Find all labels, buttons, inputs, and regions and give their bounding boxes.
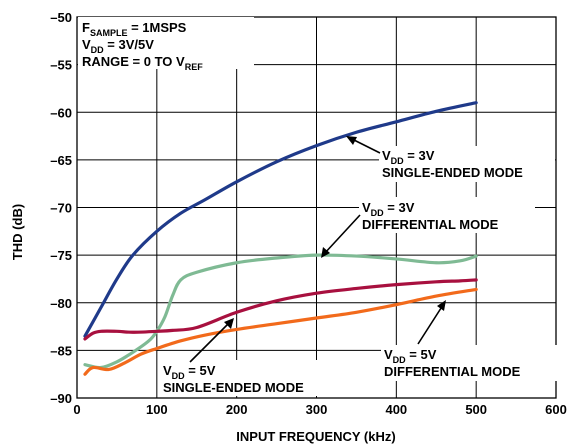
y-tick-label: –60 — [50, 105, 72, 120]
x-tick-label: 400 — [385, 402, 407, 417]
y-tick-label: –70 — [50, 201, 72, 216]
annotation-3-arrowhead — [224, 318, 234, 329]
annotation-2-arrowhead — [321, 247, 330, 258]
y-tick-label: –80 — [50, 296, 72, 311]
annotation-2-arrow — [323, 214, 361, 255]
series-line-3 — [83, 278, 478, 341]
info-box-bg — [78, 17, 254, 69]
annotation-2-bg — [359, 197, 535, 233]
annotation-2-line-2: DIFFERENTIAL MODE — [362, 217, 499, 232]
annotation-4-bg — [381, 345, 557, 381]
annotation-4-arrow — [417, 304, 444, 345]
x-tick-label: 600 — [545, 402, 567, 417]
annotation-1-line-1: VDD = 3V — [382, 148, 435, 166]
series-line-1 — [83, 101, 478, 338]
info-line-2: VDD = 3V/5V — [82, 37, 154, 55]
series-lines — [83, 101, 478, 376]
x-tick-label: 500 — [465, 402, 487, 417]
info-line-1: FSAMPLE = 1MSPS — [82, 20, 187, 38]
annotation-1-arrowhead — [346, 136, 357, 145]
y-tick-label: –65 — [50, 153, 72, 168]
annotation-3-bg — [160, 360, 336, 396]
annotation-4-line-2: DIFFERENTIAL MODE — [384, 364, 521, 379]
y-tick-label: –90 — [50, 391, 72, 406]
y-tick-label: –85 — [50, 343, 72, 358]
annotation-4-arrowhead — [437, 300, 446, 311]
annotation-1-line-2: SINGLE-ENDED MODE — [382, 165, 523, 180]
info-line-3: RANGE = 0 TO VREF — [82, 54, 203, 72]
x-axis-label: INPUT FREQUENCY (kHz) — [236, 429, 395, 444]
plot-frame — [76, 16, 557, 399]
annotation-2-line-1: VDD = 3V — [362, 200, 415, 218]
x-tick-label: 200 — [226, 402, 248, 417]
annotation-3-line-1: VDD = 5V — [163, 363, 216, 381]
annotation-1-bg — [379, 146, 555, 182]
x-tick-label: 300 — [306, 402, 328, 417]
tick-labels: 0 100 200 300 400 500 600 –50 –55 –60 –65 –70 –75 –80… — [50, 10, 567, 417]
y-axis-label: THD (dB) — [10, 204, 25, 260]
annotation-3-arrow — [189, 321, 231, 363]
y-tick-label: –50 — [50, 10, 72, 25]
series-line-2 — [83, 253, 478, 370]
x-tick-label: 0 — [73, 402, 80, 417]
annotation-3-line-2: SINGLE-ENDED MODE — [163, 380, 304, 395]
x-tick-label: 100 — [146, 402, 168, 417]
annotation-4-line-1: VDD = 5V — [384, 347, 437, 365]
y-tick-label: –75 — [50, 248, 72, 263]
series-line-4 — [83, 287, 478, 376]
y-tick-label: –55 — [50, 58, 72, 73]
